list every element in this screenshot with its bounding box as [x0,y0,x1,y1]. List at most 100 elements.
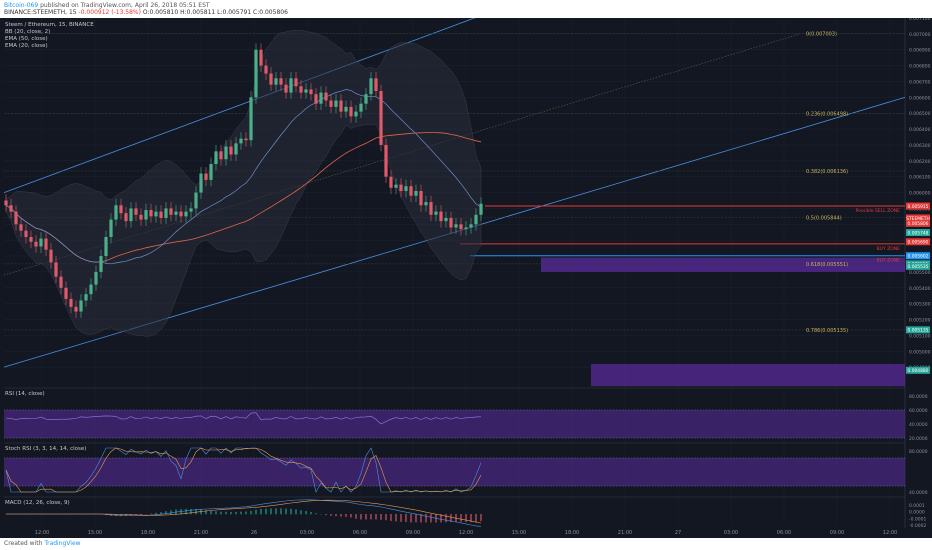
macd-histogram-bar [440,514,442,523]
legend-title: Steem / Ethereum, 15, BINANCE [5,22,94,28]
candle [104,237,108,257]
candle [114,205,118,220]
candle [269,73,273,85]
candle [474,214,478,225]
candle [464,227,468,230]
pane-band [4,458,905,486]
price-tick-label: 0.006500 [909,111,931,117]
macd-histogram-bar [205,509,207,515]
price-tick-label: 0.006600 [909,95,931,101]
candle [354,111,358,117]
price-tick-label: 0.007000 [909,32,931,38]
candle [289,78,293,93]
candle [174,211,178,215]
fib-level-label: 0.236(0.006498) [806,112,848,118]
candle [469,224,473,228]
macd-histogram-bar [270,508,272,515]
pane-tick-label: 60.0000 [909,408,928,414]
candle [279,78,283,85]
macd-histogram-bar [475,514,477,523]
time-tick-label: 12:00 [459,530,473,536]
candle [169,208,173,215]
candle [434,211,438,215]
price-tick-label: 0.006000 [909,191,931,197]
price-tick-label: 0.007100 [909,18,931,22]
macd-histogram-bar [215,511,217,515]
candle [189,208,193,212]
created-with: Created with TradingView [4,540,81,547]
candle [414,190,418,196]
macd-histogram-bar [290,508,292,515]
macd-histogram-bar [145,514,147,515]
macd-histogram-bar [345,514,347,517]
macd-histogram-bar [295,509,297,515]
macd-histogram-bar [235,511,237,515]
candle [329,100,333,107]
candle [149,210,153,217]
candle [409,186,413,196]
macd-histogram-bar [385,514,387,521]
candle [439,211,443,222]
price-tick-label: 0.005400 [909,286,931,292]
macd-histogram-bar [470,514,472,523]
macd-histogram-bar [465,514,467,522]
candle [39,238,43,247]
time-tick-label: 27 [675,530,681,536]
candle [119,205,123,214]
macd-histogram-bar [225,511,227,515]
price-badge-label: 0.004880 [908,368,929,374]
candle [479,203,483,215]
price-tick-label: 0.006800 [909,64,931,70]
candle [239,138,243,144]
candle [199,173,203,193]
time-tick-label: 09:00 [830,530,844,536]
candle [404,186,408,191]
macd-histogram-bar [445,514,447,523]
macd-histogram-bar [210,510,212,515]
fib-level-label: 0.5(0.005844) [806,215,842,221]
candle [9,205,13,212]
pane-tick-label: 80.0000 [909,449,928,455]
macd-histogram-bar [250,510,252,515]
price-tick-label: 0.005000 [909,349,931,355]
candle [64,287,68,299]
candle [234,143,238,155]
fib-level-label: 0.618(0.005551) [806,262,848,268]
candle [14,211,18,225]
accumulation-zone [541,257,905,272]
pane-tick-label: -0.0002 [909,523,927,529]
macd-histogram-bar [150,513,152,515]
time-tick-label: 09:00 [406,530,420,536]
price-tick-label: 0.006900 [909,48,931,54]
candle [229,146,233,155]
pane-tick-label: -0.0001 [909,516,927,522]
candle [399,184,403,191]
author-link[interactable]: Bitcoin-069 [4,2,39,9]
ema20-line [5,89,482,265]
macd-histogram-bar [325,514,327,516]
time-tick-label: 12:00 [35,530,49,536]
candle [29,237,33,242]
publish-text: published on TradingView.com, April 26, … [40,2,210,9]
macd-histogram-bar [315,513,317,515]
rsi-line [5,412,482,425]
macd-histogram-bar [360,514,362,520]
candle [89,284,93,295]
macd-histogram-bar [460,514,462,522]
fib-level-label: 0.786(0.005135) [806,328,848,334]
tradingview-logo[interactable]: TradingView [44,540,81,547]
price-chart[interactable]: 0.007100 0.007000 0.006900 0.006800 0.006700… [0,18,932,538]
price-tick-label: 0.006700 [909,79,931,85]
price-badge [906,252,930,260]
candle [244,138,248,141]
price-badge [906,229,930,237]
pane-label: MACD (12, 26, close, 9) [5,500,70,506]
candle [369,78,373,95]
candle [429,202,433,215]
chart-legend: Steem / Ethereum, 15, BINANCE BB (20, cl… [5,22,94,50]
macd-histogram-bar [180,509,182,515]
macd-histogram-bar [330,514,332,516]
macd-histogram-bar [230,511,232,515]
macd-histogram-bar [275,508,277,515]
pane-tick-label: 40.0000 [909,422,928,428]
